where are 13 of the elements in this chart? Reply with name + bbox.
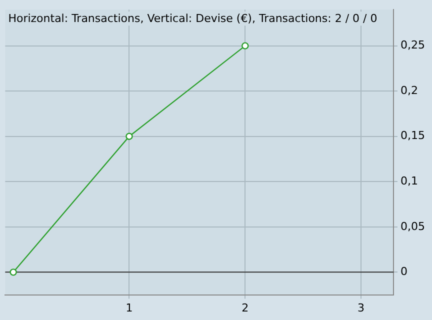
x-tick-label: 2	[242, 301, 249, 314]
chart-title: Horizontal: Transactions, Vertical: Devise (€), Transactions: 2 / 0 / 0	[8, 12, 378, 25]
y-tick-label: 0,1	[400, 174, 418, 188]
point	[242, 42, 249, 50]
y-tick-label: 0,05	[400, 220, 426, 233]
y-tick-label: 0,2	[400, 84, 418, 97]
point	[10, 268, 17, 276]
y-tick-label: 0,15	[400, 129, 426, 142]
x-tick-label: 1	[126, 301, 133, 314]
y-tick-label: 0,25	[400, 38, 426, 52]
x-tick-label: 3	[358, 301, 365, 314]
y-tick-label: 0	[400, 265, 408, 278]
point	[126, 132, 133, 140]
